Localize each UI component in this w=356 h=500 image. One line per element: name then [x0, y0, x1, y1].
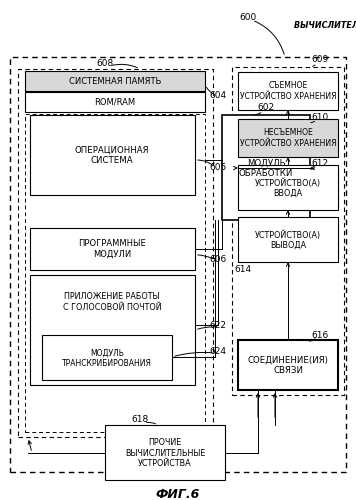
Text: СЪЕМНОЕ
УСТРОЙСТВО ХРАНЕНИЯ: СЪЕМНОЕ УСТРОЙСТВО ХРАНЕНИЯ [240, 82, 336, 100]
Text: 604: 604 [209, 90, 226, 100]
Text: УСТРОЙСТВО(А)
ВВОДА: УСТРОЙСТВО(А) ВВОДА [255, 178, 321, 198]
Text: ROM/RAM: ROM/RAM [94, 98, 136, 106]
Bar [30, 228, 195, 270]
Text: ФИГ.6: ФИГ.6 [156, 488, 200, 500]
Text: МОДУЛЬ
ТРАНСКРИБИРОВАНИЯ: МОДУЛЬ ТРАНСКРИБИРОВАНИЯ [62, 348, 152, 368]
Bar [222, 115, 310, 220]
Text: 614: 614 [234, 266, 251, 274]
Text: 602: 602 [257, 104, 274, 112]
Text: 622: 622 [209, 320, 226, 330]
Bar [10, 57, 346, 472]
Bar [232, 67, 344, 395]
Bar [25, 71, 205, 91]
Text: ПРИЛОЖЕНИЕ РАБОТЫ
С ГОЛОСОВОЙ ПОЧТОЙ: ПРИЛОЖЕНИЕ РАБОТЫ С ГОЛОСОВОЙ ПОЧТОЙ [63, 292, 161, 312]
Bar [25, 92, 205, 112]
Bar [18, 69, 213, 437]
Text: ПРОГРАММНЫЕ
МОДУЛИ: ПРОГРАММНЫЕ МОДУЛИ [78, 240, 146, 258]
Text: 618: 618 [131, 416, 148, 424]
Text: ПРОЧИЕ
ВЫЧИСЛИТЕЛЬНЫЕ
УСТРОЙСТВА: ПРОЧИЕ ВЫЧИСЛИТЕЛЬНЫЕ УСТРОЙСТВА [125, 438, 205, 468]
Text: 624: 624 [209, 348, 226, 356]
Text: НЕСЪЕМНОЕ
УСТРОЙСТВО ХРАНЕНИЯ: НЕСЪЕМНОЕ УСТРОЙСТВО ХРАНЕНИЯ [240, 128, 336, 148]
Text: 616: 616 [312, 330, 329, 340]
Text: 600: 600 [239, 12, 257, 22]
Text: 608: 608 [96, 58, 114, 68]
Text: 609: 609 [312, 56, 329, 64]
Bar [25, 114, 205, 432]
Bar [30, 115, 195, 195]
Text: СОЕДИНЕНИЕ(ИЯ)
СВЯЗИ: СОЕДИНЕНИЕ(ИЯ) СВЯЗИ [247, 356, 329, 374]
Text: 612: 612 [312, 160, 329, 168]
Text: УСТРОЙСТВО(А)
ВЫВОДА: УСТРОЙСТВО(А) ВЫВОДА [255, 230, 321, 250]
Bar [238, 72, 338, 110]
Bar [30, 275, 195, 385]
Bar [238, 340, 338, 390]
Text: СИСТЕМНАЯ ПАМЯТЬ: СИСТЕМНАЯ ПАМЯТЬ [69, 76, 161, 86]
Bar [105, 425, 225, 480]
Text: 610: 610 [312, 114, 329, 122]
Bar [238, 217, 338, 262]
Text: 605: 605 [209, 162, 227, 172]
Text: ОПЕРАЦИОННАЯ
СИСТЕМА: ОПЕРАЦИОННАЯ СИСТЕМА [75, 146, 149, 165]
Text: 606: 606 [209, 256, 227, 264]
Bar [238, 165, 338, 210]
Text: ВЫЧИСЛИТЕЛЬНОЕ УСТРОЙСТВО: ВЫЧИСЛИТЕЛЬНОЕ УСТРОЙСТВО [294, 20, 356, 30]
Bar [238, 119, 338, 157]
Bar [42, 335, 172, 380]
Text: МОДУЛЬ
ОБРАБОТКИ: МОДУЛЬ ОБРАБОТКИ [239, 158, 293, 178]
